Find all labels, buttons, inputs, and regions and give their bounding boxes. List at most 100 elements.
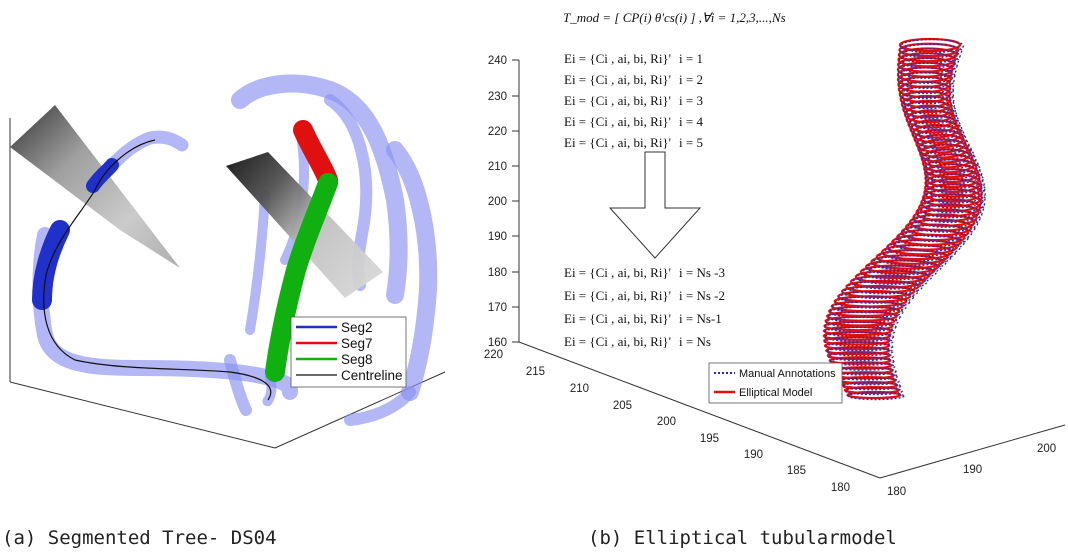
svg-text:230: 230 (488, 91, 507, 103)
model-ellipse (823, 335, 891, 346)
panel-a: Seg2 Seg7 Seg8 Centreline (9, 74, 446, 449)
svg-text:170: 170 (488, 302, 507, 314)
z-tick: 180 (488, 267, 519, 279)
z-tick: 220 (488, 126, 519, 138)
annotation-ellipse (898, 81, 954, 100)
annotation-ellipse (829, 356, 895, 367)
equations-bottom: Ei = {Ci , ai, bi, Ri}' i = Ns -3 Ei = {C… (564, 265, 725, 349)
z-tick: 160 (488, 337, 519, 349)
equation-line: Ei = {Ci , ai, bi, Ri}' i = Ns -2 (564, 288, 725, 303)
y-axis: 180 190 200 (887, 443, 1056, 498)
annotation-ellipse (827, 351, 894, 362)
annotation-ellipse (831, 361, 896, 371)
legend-item-centreline: Centreline (296, 368, 403, 383)
centreline (43, 139, 272, 401)
model-ellipse (891, 233, 962, 251)
annotation-ellipse (824, 341, 894, 352)
annotation-ellipse (924, 183, 986, 204)
model-ellipse (865, 259, 939, 275)
legend-panel-a: Seg2 Seg7 Seg8 Centreline (290, 316, 407, 388)
annotation-ellipse (897, 62, 957, 79)
annotation-ellipse (897, 57, 958, 74)
z-tick: 170 (488, 302, 519, 314)
annotation-ellipse (841, 285, 919, 300)
annotation-ellipse (898, 76, 955, 95)
model-ellipse (849, 274, 925, 289)
annotation-ellipse (826, 346, 894, 357)
down-arrow-icon (608, 151, 702, 259)
annotation-ellipse (897, 71, 955, 90)
legend-label-centreline: Centreline (341, 368, 403, 383)
model-ellipse (886, 238, 958, 256)
model-ellipse (923, 163, 980, 184)
svg-text:210: 210 (488, 161, 507, 173)
model-ellipse (828, 356, 892, 365)
annotation-ellipse (834, 366, 897, 376)
svg-text:220: 220 (488, 126, 507, 138)
svg-text:160: 160 (488, 337, 507, 349)
elliptical-tube (822, 37, 986, 401)
legend-panel-b: Manual Annotations Elliptical Model (708, 362, 843, 404)
y-tick: 180 (887, 486, 906, 498)
annotation-ellipse (901, 95, 956, 115)
model-ellipse (825, 346, 891, 356)
annotation-ellipse (924, 159, 981, 180)
panel-b: 240 230 220 210 200 190 180 170 160 220 … (484, 10, 1066, 498)
model-ellipse (915, 203, 980, 223)
annotation-ellipse (916, 204, 983, 224)
equation-line: Ei = {Ci , ai, bi, Ri}' i = 1 (564, 51, 703, 66)
annotation-ellipse (922, 188, 986, 209)
annotation-ellipse (847, 391, 905, 401)
equation-line: Ei = {Ci , ai, bi, Ri}' i = 2 (564, 72, 703, 87)
annotation-ellipse (841, 381, 902, 391)
model-ellipse (846, 390, 902, 400)
model-ellipse (859, 264, 934, 280)
equations-top: Ei = {Ci , ai, bi, Ri}' i = 1 Ei = {Ci , … (564, 51, 703, 150)
legend-label-seg2: Seg2 (341, 320, 373, 335)
legend-item-seg7: Seg7 (296, 336, 373, 351)
legend-item-manual-annotations: Manual Annotations (714, 368, 836, 380)
annotation-ellipse (897, 67, 956, 84)
annotation-ellipse (904, 105, 958, 125)
svg-text:180: 180 (488, 267, 507, 279)
x-tick: 205 (613, 400, 632, 412)
legend-item-seg8: Seg8 (296, 352, 373, 367)
equation-line: Ei = {Ci , ai, bi, Ri}' i = Ns -3 (564, 265, 725, 280)
legend-label-elliptical-model: Elliptical Model (739, 387, 812, 399)
legend-label-seg7: Seg7 (341, 336, 373, 351)
annotation-ellipse (913, 209, 981, 228)
caption-panel-a: (a) Segmented Tree- DS04 (2, 527, 277, 549)
annotation-ellipse (925, 168, 984, 190)
annotation-ellipse (924, 164, 983, 185)
annotation-ellipse (922, 154, 979, 175)
model-ellipse (902, 99, 953, 119)
annotation-ellipse (898, 52, 960, 69)
x-tick: 210 (570, 383, 589, 395)
annotation-ellipse (903, 100, 957, 120)
annotation-ellipse (823, 331, 895, 342)
z-tick: 190 (488, 231, 519, 243)
annotation-ellipse (834, 296, 911, 309)
z-tick: 200 (488, 196, 519, 208)
x-tick: 200 (657, 416, 676, 428)
x-tick: 220 (484, 349, 503, 361)
annotation-ellipse (823, 326, 896, 338)
z-tick: 240 (488, 55, 519, 67)
x-tick: 185 (787, 465, 806, 477)
annotation-ellipse (846, 280, 923, 295)
y-tick: 200 (1037, 443, 1056, 455)
x-tick: 180 (831, 482, 850, 494)
model-ellipse (897, 47, 958, 63)
model-ellipse (924, 178, 983, 198)
model-ellipse (854, 269, 929, 284)
svg-text:190: 190 (488, 231, 507, 243)
seg2-tube (32, 220, 70, 310)
x-tick: 190 (744, 449, 763, 461)
svg-text:240: 240 (488, 55, 507, 67)
legend-label-seg8: Seg8 (341, 352, 373, 367)
z-axis: 240 230 220 210 200 190 180 170 160 (488, 55, 519, 349)
annotation-ellipse (900, 91, 955, 110)
legend-label-manual-annotations: Manual Annotations (739, 368, 836, 380)
x-tick: 195 (700, 433, 719, 445)
